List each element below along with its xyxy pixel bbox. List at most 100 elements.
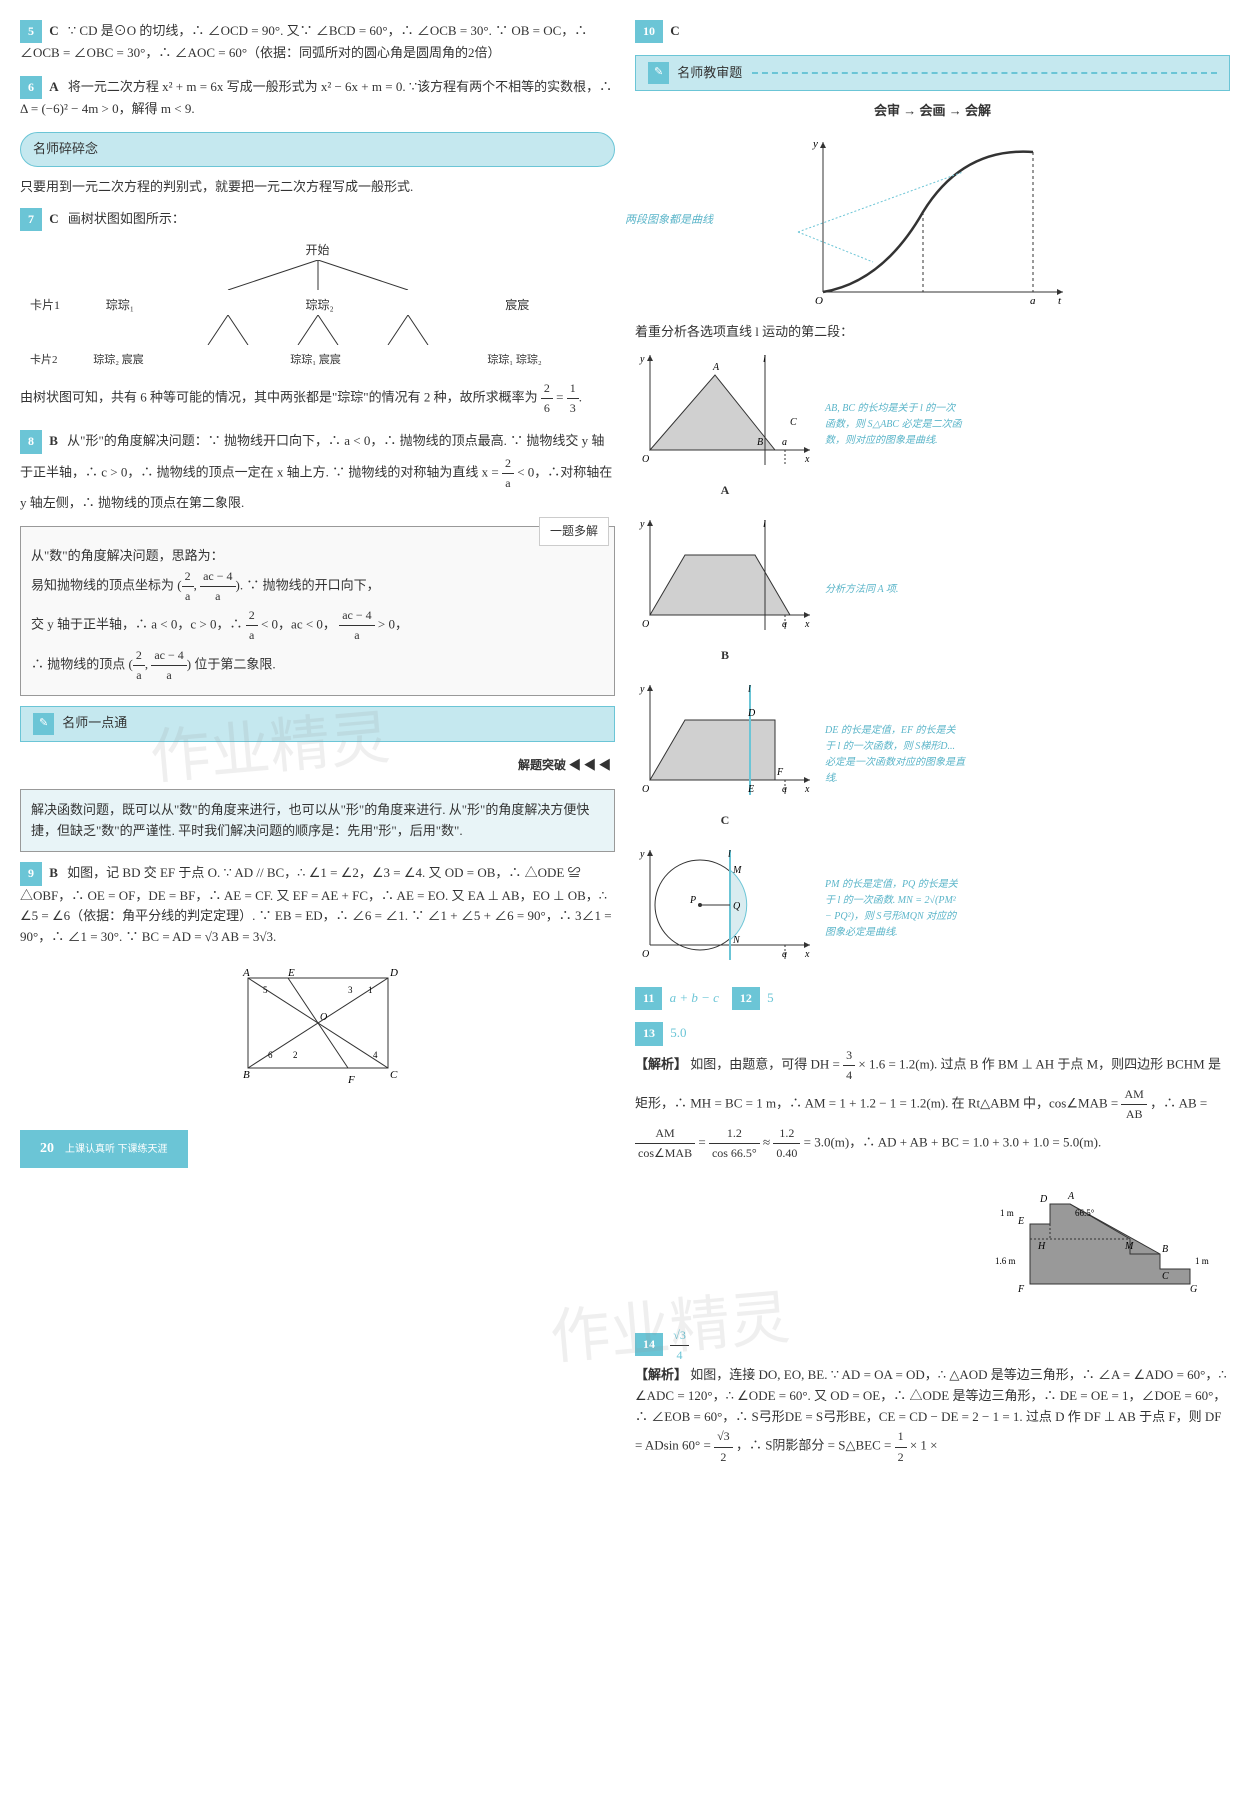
svg-text:Q: Q [733, 901, 741, 912]
chart-c-note: DE 的长是定值，EF 的长是关于 l 的一次函数，则 S梯形D... 必定是一… [815, 723, 965, 787]
q9-answer: B [49, 865, 58, 880]
svg-text:O: O [815, 295, 823, 307]
q13-f3t: AM [635, 1124, 695, 1144]
chart-d: P M Q N O a x y l [635, 845, 815, 965]
multi-solve-header: 一题多解 [539, 517, 609, 546]
right-column: 10 C ✎ 名师教审题 会审 → 会画 → 会解 O t y a [635, 20, 1230, 1479]
ms-cmp2: > 0， [378, 617, 408, 632]
q8-frac-t: 2 [502, 454, 514, 474]
svg-text:O: O [642, 454, 649, 465]
q14-ans-b: 4 [670, 1346, 689, 1365]
q5-answer: C [49, 23, 58, 38]
ms-cx-t: 2 [182, 567, 194, 587]
svg-text:F: F [1017, 1284, 1025, 1295]
ms-line2: 易知抛物线的顶点坐标为 [31, 577, 174, 592]
ms-cy-t: ac − 4 [200, 567, 235, 587]
tree-r1-label: 卡片1 [30, 296, 60, 315]
chart-b: O a x y l [635, 515, 815, 635]
q13-badge: 13 [635, 1022, 663, 1045]
svg-text:l: l [763, 519, 766, 530]
svg-text:y: y [639, 849, 645, 860]
q7-frac-t: 2 [541, 379, 553, 399]
svg-text:l: l [728, 849, 731, 860]
ms-f1b: a [246, 626, 258, 645]
q7-badge: 7 [20, 208, 42, 231]
svg-text:D: D [747, 708, 756, 719]
question-11: 11 a + b − c 12 5 [635, 987, 1230, 1010]
tips-box: 解决函数问题，既可以从"数"的角度来进行，也可以从"形"的角度来进行. 从"形"… [20, 789, 615, 853]
svg-text:O: O [320, 1012, 327, 1023]
chart-d-note: PM 的长是定值，PQ 的长是关于 l 的一次函数. MN = 2√(PM² −… [815, 877, 965, 941]
tips-section: ✎ 名师一点通 [20, 706, 615, 742]
q7-eq: = [556, 390, 567, 405]
ms-line4: ∴ 抛物线的顶点 [31, 656, 125, 671]
q14-ans-t: √3 [670, 1326, 689, 1346]
chart-b-label: B [635, 646, 815, 665]
chart-b-note: 分析方法同 A 项. [815, 582, 965, 598]
tree-r2-1: 琮琮₁ 宸宸 [290, 352, 341, 370]
tree-lines-1 [168, 260, 468, 290]
chart-a-wrap: O A B a C x y l A AB, BC 的长均是关于 l 的一次函数，… [635, 350, 1230, 500]
tree-diagram: 开始 卡片1 琮琮₁ 琮琮₂ 宸宸 卡片2 琮琮₂ 宸宸 琮琮₁ 宸宸 [20, 241, 615, 369]
svg-text:N: N [732, 935, 741, 946]
tips-icon: ✎ [33, 713, 54, 735]
tree-lines-2 [168, 315, 468, 345]
svg-text:y: y [639, 354, 645, 365]
q8-answer: B [49, 433, 58, 448]
ms-line1: 从"数"的角度解决问题，思路为： [31, 546, 604, 567]
q13-diagram: A B C D E F G H M 66.5° 1 m 1.6 m 1 m [990, 1174, 1210, 1314]
tree-start: 开始 [20, 241, 615, 260]
q13-text: 如图，由题意，可得 DH = [690, 1056, 843, 1071]
ms-cy2-t: ac − 4 [151, 646, 186, 666]
svg-text:C: C [390, 1069, 398, 1081]
svg-text:E: E [1017, 1216, 1024, 1227]
q13-text6: = 3.0(m)，∴ AD + AB + BC = 1.0 + 3.0 + 1.… [804, 1135, 1102, 1150]
question-14: 14 √34 【解析】 如图，连接 DO, EO, BE. ∵ AD = OA … [635, 1326, 1230, 1467]
ms-line2b: ∵ 抛物线的开口向下， [246, 577, 379, 592]
svg-text:C: C [790, 417, 797, 428]
teacher-section-header: ✎ 名师教审题 [635, 55, 1230, 91]
svg-text:E: E [747, 784, 754, 795]
q13-text5: ≈ [763, 1135, 773, 1150]
chart-a-label: A [635, 481, 815, 500]
q14-f1t: √3 [714, 1427, 733, 1447]
main-curve-chart: O t y a [793, 132, 1073, 312]
q7-frac-b: 6 [541, 399, 553, 418]
q8-frac-b: a [502, 474, 514, 493]
ms-line4b: 位于第二象限. [194, 656, 275, 671]
analysis-intro: 着重分析各选项直线 l 运动的第二段： [635, 322, 1230, 343]
q13-text4: = [698, 1135, 709, 1150]
svg-text:D: D [389, 967, 398, 979]
ms-cy2-b: a [151, 666, 186, 685]
svg-text:1 m: 1 m [1195, 1256, 1209, 1266]
question-6: 6 A 将一元二次方程 x² + m = 6x 写成一般形式为 x² − 6x … [20, 76, 615, 120]
q7-answer: C [49, 211, 58, 226]
svg-text:x: x [804, 949, 810, 960]
svg-text:C: C [1162, 1271, 1169, 1282]
multi-solve-box: 一题多解 从"数"的角度解决问题，思路为： 易知抛物线的顶点坐标为 (2a, a… [20, 526, 615, 696]
svg-text:A: A [712, 362, 720, 373]
svg-text:4: 4 [373, 1050, 378, 1060]
svg-text:a: a [782, 437, 787, 448]
svg-text:A: A [1067, 1191, 1075, 1202]
svg-text:F: F [347, 1074, 355, 1086]
tip-section-header: 名师碎碎念 [20, 132, 615, 167]
q9-diagram: A E D B F C O 56 14 23 [218, 958, 418, 1098]
svg-text:O: O [642, 619, 649, 630]
chart-b-wrap: O a x y l B 分析方法同 A 项. [635, 515, 1230, 665]
q8-badge: 8 [20, 430, 42, 453]
q13-text3: ，∴ AB = [1150, 1096, 1207, 1111]
q5-text: ∵ CD 是⊙O 的切线，∴ ∠OCD = 90°. 又∵ ∠BCD = 60°… [20, 23, 587, 60]
chart-d-wrap: P M Q N O a x y l PM 的长是定值，PQ 的长是关于 l 的一… [635, 845, 1230, 972]
ms-cy-b: a [200, 587, 235, 606]
tree-r2-0: 琮琮₂ 宸宸 [93, 352, 144, 370]
chart-c-wrap: O D E a F x y l C DE 的长是定值，EF 的长是关于 l 的一… [635, 680, 1230, 830]
svg-text:D: D [1039, 1194, 1048, 1205]
footer-text: 上课认真听 下课练天涯 [65, 1144, 168, 1155]
q13-label: 【解析】 [635, 1056, 687, 1071]
svg-text:y: y [639, 684, 645, 695]
svg-text:1.6 m: 1.6 m [995, 1256, 1016, 1266]
question-13: 13 5.0 【解析】 如图，由题意，可得 DH = 34 × 1.6 = 1.… [635, 1022, 1230, 1313]
teacher-icon: ✎ [648, 62, 669, 84]
q13-f4b: cos 66.5° [709, 1144, 760, 1163]
